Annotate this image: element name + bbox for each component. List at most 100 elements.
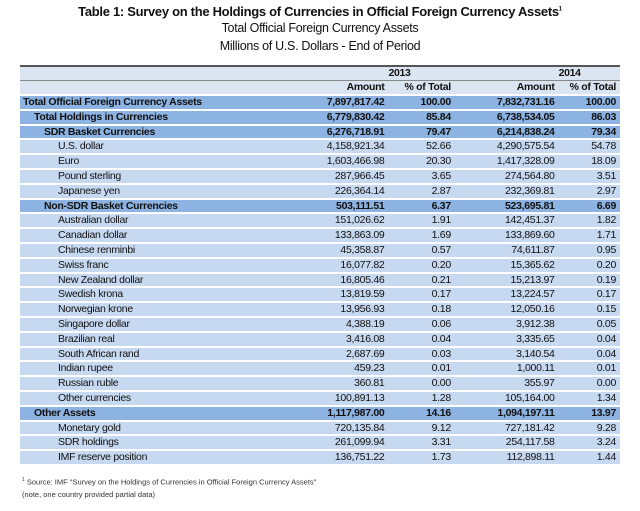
table-row: Total Holdings in Currencies 6,779,830.42… xyxy=(20,109,620,126)
column-header-row: Amount % of Total Amount % of Total xyxy=(20,80,620,96)
table-row: Brazilian real 3,416.08 0.04 3,335.65 0.04 xyxy=(20,331,620,348)
cell-pct-2013: 2.87 xyxy=(388,183,455,200)
row-label: IMF reserve position xyxy=(20,450,300,466)
cell-amount-2014: 4,290,575.54 xyxy=(454,139,559,156)
cell-pct-2013: 0.21 xyxy=(388,272,455,289)
table-row: SDR holdings 261,099.94 3.31 254,117.58 3.24 xyxy=(20,435,620,452)
cell-pct-2013: 3.31 xyxy=(388,435,455,452)
cell-amount-2014: 254,117.58 xyxy=(454,435,559,452)
table-row: U.S. dollar 4,158,921.34 52.66 4,290,575.54… xyxy=(20,139,620,156)
row-label: Other currencies xyxy=(20,390,300,407)
cell-pct-2014: 3.24 xyxy=(558,435,620,452)
cell-pct-2013: 3.65 xyxy=(388,168,455,185)
cell-amount-2013: 151,026.62 xyxy=(299,213,389,230)
row-label: Total Holdings in Currencies xyxy=(20,109,300,126)
cell-amount-2013: 7,897,817.42 xyxy=(299,95,389,111)
cell-amount-2014: 74,611.87 xyxy=(454,242,559,259)
cell-pct-2013: 100.00 xyxy=(388,95,455,111)
cell-pct-2014: 0.19 xyxy=(558,272,620,289)
table-row: South African rand 2,687.69 0.03 3,140.54 0.… xyxy=(20,346,620,363)
cell-amount-2014: 727,181.42 xyxy=(454,420,559,437)
cell-pct-2013: 0.00 xyxy=(388,376,455,392)
table-row: Canadian dollar 133,863.09 1.69 133,869.60 1… xyxy=(20,228,620,244)
cell-pct-2014: 0.01 xyxy=(558,361,620,378)
cell-amount-2014: 142,451.37 xyxy=(454,213,559,230)
cell-amount-2013: 16,077.82 xyxy=(299,257,389,274)
cell-amount-2014: 15,213.97 xyxy=(454,272,559,289)
cell-pct-2013: 0.01 xyxy=(388,361,455,378)
cell-amount-2013: 6,276,718.91 xyxy=(299,124,389,141)
year-2014: 2014 xyxy=(558,66,620,81)
cell-pct-2014: 0.17 xyxy=(558,287,620,304)
cell-amount-2013: 360.81 xyxy=(299,376,389,392)
cell-pct-2013: 85.84 xyxy=(388,109,455,126)
row-label: U.S. dollar xyxy=(20,139,300,156)
cell-pct-2014: 0.00 xyxy=(558,376,620,392)
table-row: Monetary gold 720,135.84 9.12 727,181.42 9.2… xyxy=(20,420,620,437)
cell-amount-2013: 459.23 xyxy=(299,361,389,378)
cell-pct-2013: 14.16 xyxy=(388,405,455,422)
cell-amount-2013: 13,819.59 xyxy=(299,287,389,304)
cell-pct-2014: 6.69 xyxy=(558,198,620,215)
cell-pct-2014: 0.04 xyxy=(558,331,620,348)
table-row: SDR Basket Currencies 6,276,718.91 79.47 6,… xyxy=(20,124,620,141)
table-row: Total Official Foreign Currency Assets 7,… xyxy=(20,95,620,111)
cell-amount-2013: 16,805.46 xyxy=(299,272,389,289)
units-subtitle: Millions of U.S. Dollars - End of Period xyxy=(219,39,421,53)
cell-amount-2013: 3,416.08 xyxy=(299,331,389,348)
cell-pct-2013: 0.06 xyxy=(388,316,455,333)
col-amount-2014: Amount xyxy=(454,80,559,96)
cell-amount-2013: 133,863.09 xyxy=(299,228,389,244)
footnote-source: Source: IMF "Survey on the Holdings of C… xyxy=(26,477,317,487)
table-row: Swiss franc 16,077.82 0.20 15,365.62 0.20 xyxy=(20,257,620,274)
cell-pct-2014: 0.15 xyxy=(558,302,620,318)
table-row: Non-SDR Basket Currencies 503,111.51 6.37 5… xyxy=(20,198,620,215)
row-label: Swedish krona xyxy=(20,287,300,304)
cell-amount-2013: 1,117,987.00 xyxy=(299,405,389,422)
cell-amount-2014: 15,365.62 xyxy=(454,257,559,274)
cell-amount-2014: 3,140.54 xyxy=(454,346,559,363)
table-row: Swedish krona 13,819.59 0.17 13,224.57 0.17 xyxy=(20,287,620,304)
row-label: Pound sterling xyxy=(20,168,300,185)
cell-pct-2013: 79.47 xyxy=(388,124,455,141)
cell-pct-2014: 79.34 xyxy=(558,124,620,141)
cell-amount-2013: 4,158,921.34 xyxy=(299,139,389,156)
row-label: Total Official Foreign Currency Assets xyxy=(20,95,300,111)
footnote-marker: 1 xyxy=(558,6,562,13)
row-label: SDR holdings xyxy=(20,435,300,452)
row-label: Other Assets xyxy=(20,405,300,422)
row-label: Swiss franc xyxy=(20,257,300,274)
cell-amount-2014: 6,214,838.24 xyxy=(454,124,559,141)
cell-amount-2014: 523,695.81 xyxy=(454,198,559,215)
cell-pct-2014: 1.71 xyxy=(558,228,620,244)
cell-amount-2014: 3,912.38 xyxy=(454,316,559,333)
row-label: Norwegian krone xyxy=(20,302,300,318)
cell-amount-2014: 1,000.11 xyxy=(454,361,559,378)
row-label: Japanese yen xyxy=(20,183,300,200)
footnote-marker: 1 xyxy=(22,477,25,483)
cell-pct-2014: 13.97 xyxy=(558,405,620,422)
row-label: Canadian dollar xyxy=(20,228,300,244)
cell-pct-2014: 9.28 xyxy=(558,420,620,437)
row-label: Chinese renminbi xyxy=(20,242,300,259)
cell-pct-2013: 0.04 xyxy=(388,331,455,348)
title-text: Table 1: Survey on the Holdings of Curre… xyxy=(78,4,559,19)
cell-pct-2014: 3.51 xyxy=(558,168,620,185)
cell-amount-2013: 503,111.51 xyxy=(299,198,389,215)
cell-pct-2013: 1.91 xyxy=(388,213,455,230)
cell-pct-2014: 0.20 xyxy=(558,257,620,274)
col-pct-2013: % of Total xyxy=(388,80,455,96)
table-row: Pound sterling 287,966.45 3.65 274,564.80 3.… xyxy=(20,168,620,185)
table-row: Indian rupee 459.23 0.01 1,000.11 0.01 xyxy=(20,361,620,378)
cell-amount-2014: 1,094,197.11 xyxy=(454,405,559,422)
cell-pct-2014: 1.82 xyxy=(558,213,620,230)
footnote: 1 Source: IMF "Survey on the Holdings of… xyxy=(22,474,316,501)
cell-amount-2014: 13,224.57 xyxy=(454,287,559,304)
cell-amount-2014: 274,564.80 xyxy=(454,168,559,185)
row-label: Brazilian real xyxy=(20,331,300,348)
cell-amount-2013: 2,687.69 xyxy=(299,346,389,363)
cell-amount-2014: 105,164.00 xyxy=(454,390,559,407)
table-row: Other currencies 100,891.13 1.28 105,164.00… xyxy=(20,390,620,407)
cell-pct-2013: 1.73 xyxy=(388,450,455,466)
cell-pct-2013: 0.17 xyxy=(388,287,455,304)
